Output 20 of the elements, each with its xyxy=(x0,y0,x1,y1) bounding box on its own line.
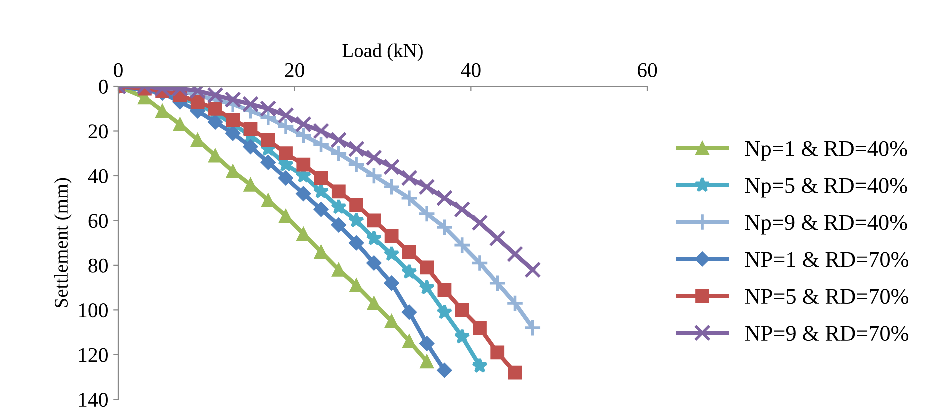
y-tick-label: 140 xyxy=(79,393,108,408)
y-tick-label: 40 xyxy=(88,169,108,184)
x-tick-label: 40 xyxy=(461,63,481,78)
x-tick-label: 60 xyxy=(638,63,658,78)
y-tick-label: 0 xyxy=(99,80,108,94)
legend-label: Np=9 & RD=40% xyxy=(745,215,908,235)
legend-label: NP=5 & RD=70% xyxy=(745,289,909,304)
y-axis-title: Settlement (mm) xyxy=(54,178,72,308)
legend-label: Np=1 & RD=40% xyxy=(745,141,908,161)
x-axis-title: Load (kN) xyxy=(342,44,423,62)
y-tick-label: 60 xyxy=(88,214,108,228)
y-tick-label: 20 xyxy=(88,124,108,139)
y-tick-label: 80 xyxy=(88,258,108,273)
y-tick-label: 120 xyxy=(79,348,108,362)
x-tick-label: 20 xyxy=(285,63,304,78)
legend-label: Np=5 & RD=40% xyxy=(745,178,908,198)
y-tick-label: 100 xyxy=(79,304,108,318)
x-tick-label: 0 xyxy=(114,63,123,78)
legend-label: NP=9 & RD=70% xyxy=(745,326,909,342)
legend-label: NP=1 & RD=70% xyxy=(745,252,909,268)
